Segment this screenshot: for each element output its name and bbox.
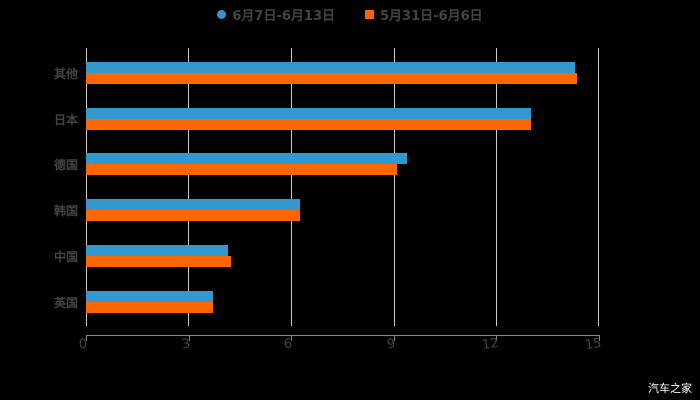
bar[interactable]: [86, 164, 398, 175]
bar[interactable]: [86, 199, 300, 210]
bar[interactable]: [86, 108, 531, 119]
bar[interactable]: [86, 291, 213, 302]
category-label: 其他: [53, 67, 78, 81]
legend-item-week2[interactable]: 6月7日-6月13日: [217, 5, 335, 24]
tick-label: 12: [481, 335, 500, 354]
gridline: [598, 48, 599, 326]
bar[interactable]: [86, 210, 300, 221]
bar[interactable]: [86, 245, 228, 256]
tick-mark: [86, 335, 87, 341]
tick-label: 15: [584, 335, 603, 354]
tick-mark: [291, 335, 293, 341]
tick-mark: [599, 335, 600, 341]
legend-label: 6月7日-6月13日: [232, 9, 335, 24]
bar[interactable]: [86, 73, 577, 84]
legend-item-week1[interactable]: 5月31日-6月6日: [365, 5, 483, 24]
gridline: [496, 48, 497, 326]
gridline: [86, 48, 87, 326]
category-label: 日本: [53, 113, 78, 127]
bar[interactable]: [86, 119, 531, 130]
category-label: 德国: [53, 158, 78, 172]
tick-label: 3: [180, 336, 191, 353]
gridline: [291, 48, 292, 326]
x-axis: [86, 335, 599, 336]
legend-marker-icon: [217, 10, 227, 19]
tick-label: 9: [385, 336, 397, 353]
gridline: [394, 48, 395, 326]
legend-marker-icon: [365, 10, 374, 19]
plot-area: [86, 48, 599, 326]
category-label: 英国: [53, 296, 78, 310]
gridline: [188, 48, 189, 326]
watermark: 汽车之家: [648, 382, 692, 395]
bar[interactable]: [86, 153, 408, 164]
chart-legend: 6月7日-6月13日 5月31日-6月6日: [0, 5, 700, 24]
bar[interactable]: [86, 62, 576, 73]
tick-mark: [496, 335, 498, 341]
legend-label: 5月31日-6月6日: [380, 9, 483, 24]
bar[interactable]: [86, 302, 213, 313]
tick-mark: [188, 335, 190, 341]
category-label: 韩国: [53, 204, 78, 218]
category-label: 中国: [53, 250, 78, 264]
bar[interactable]: [86, 256, 232, 267]
tick-mark: [393, 335, 395, 341]
